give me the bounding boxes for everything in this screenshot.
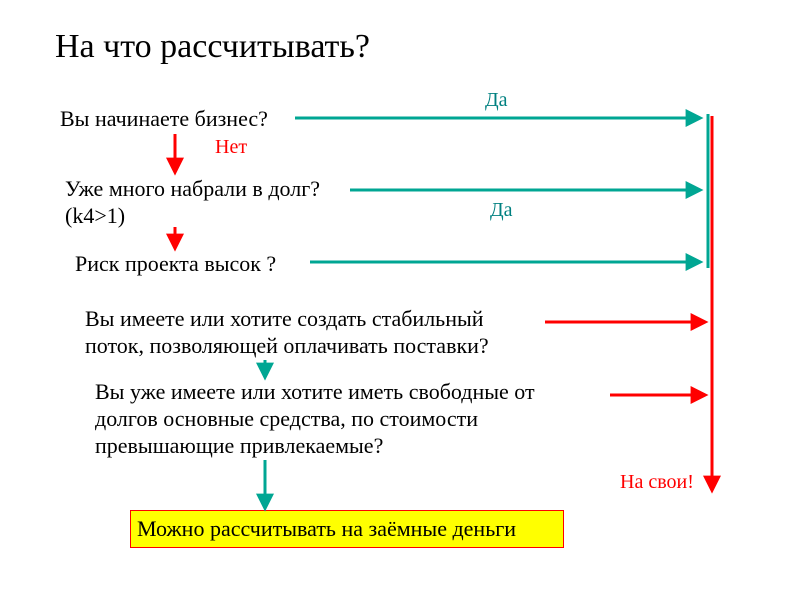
question-4-line2: поток, позволяющей оплачивать поставки?	[85, 332, 489, 360]
label-no: Нет	[215, 135, 247, 160]
question-3: Риск проекта высок ?	[75, 250, 276, 278]
label-yes-2: Да	[490, 198, 513, 223]
question-2-line1: Уже много набрали в долг?	[65, 175, 320, 203]
question-1: Вы начинаете бизнес?	[60, 105, 268, 133]
question-5-line3: превышающие привлекаемые?	[95, 432, 383, 460]
page-title: На что рассчитывать?	[55, 28, 370, 66]
question-2-line2: (k4>1)	[65, 202, 125, 230]
flowchart-canvas: На что рассчитывать? Вы начинаете бизнес…	[0, 0, 800, 600]
question-5-line1: Вы уже имеете или хотите иметь свободные…	[95, 378, 535, 406]
label-yes-1: Да	[485, 88, 508, 113]
label-own-funds: На свои!	[620, 470, 694, 495]
result-box: Можно рассчитывать на заёмные деньги	[130, 510, 564, 548]
question-4-line1: Вы имеете или хотите создать стабильный	[85, 305, 484, 333]
question-5-line2: долгов основные средства, по стоимости	[95, 405, 478, 433]
